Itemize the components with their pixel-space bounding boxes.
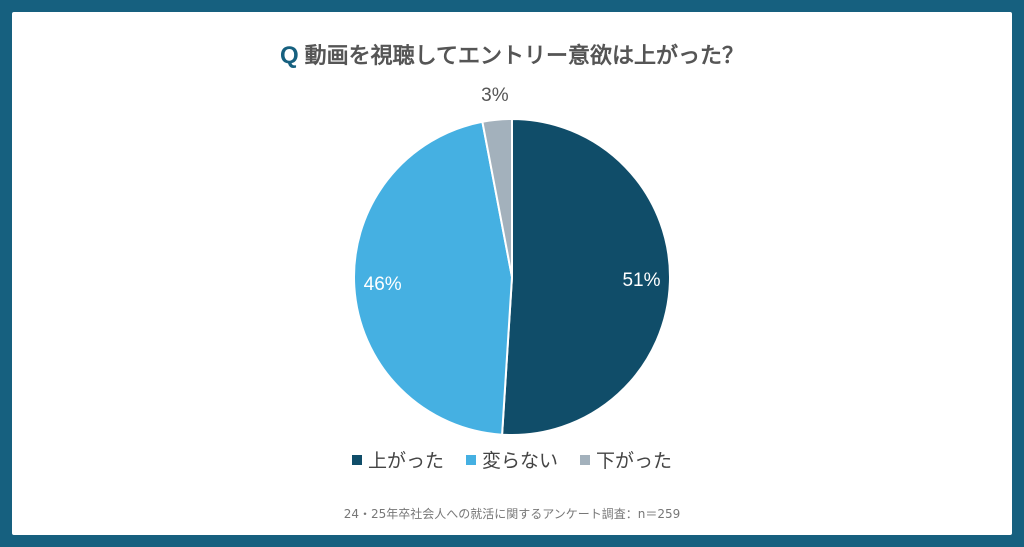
legend-swatch-unchanged xyxy=(465,454,476,465)
survey-footnote: 24・25年卒社会人への就活に関するアンケート調査：n＝259 xyxy=(343,507,681,521)
slice-unchanged xyxy=(353,120,514,436)
chart-card: Q 動画を視聴してエントリー意欲は上がった？ 51% 46% 3% 上がった 変らない… xyxy=(12,12,1012,535)
slice-down xyxy=(481,117,513,278)
legend-item-unchanged: 変らない xyxy=(465,446,558,473)
question-mark-label: Q xyxy=(279,42,299,69)
slice-label-unchanged: 46% xyxy=(364,274,402,295)
slice-up xyxy=(501,117,672,436)
legend-item-down: 下がった xyxy=(580,446,672,473)
legend-label-unchanged: 変らない xyxy=(481,450,558,472)
slice-label-down: 3% xyxy=(481,85,509,106)
legend: 上がった 変らない 下がった xyxy=(12,446,1012,473)
legend-swatch-down xyxy=(580,454,590,465)
chart-title: Q 動画を視聴してエントリー意欲は上がった？ xyxy=(12,38,1012,70)
legend-swatch-up xyxy=(351,454,362,465)
pie-chart: 51% 46% 3% xyxy=(353,85,672,436)
slice-label-up: 51% xyxy=(622,270,660,291)
legend-label-down: 下がった xyxy=(596,450,673,472)
legend-item-up: 上がった xyxy=(351,446,444,473)
legend-label-up: 上がった xyxy=(367,450,444,472)
chart-title-text: 動画を視聴してエントリー意欲は上がった？ xyxy=(304,44,744,69)
